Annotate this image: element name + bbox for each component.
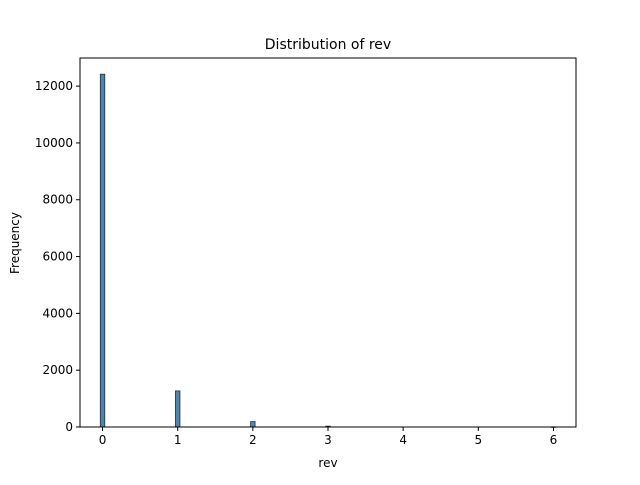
y-tick-label-12000: 12000 (35, 79, 73, 93)
histogram-bar-1 (175, 390, 181, 428)
y-tick-label-8000: 8000 (42, 193, 73, 207)
x-tick-label-1: 1 (174, 433, 182, 447)
x-tick-label-5: 5 (474, 433, 482, 447)
histogram-bar-0 (99, 73, 106, 428)
x-tick-label-4: 4 (399, 433, 407, 447)
x-tick-label-6: 6 (550, 433, 558, 447)
x-tick-label-0: 0 (99, 433, 107, 447)
x-axis-label: rev (318, 456, 337, 470)
y-tick-label-0: 0 (65, 420, 73, 434)
axes-frame (79, 57, 577, 428)
y-tick-label-2000: 2000 (42, 363, 73, 377)
x-tick-label-2: 2 (249, 433, 257, 447)
x-tick-label-3: 3 (324, 433, 332, 447)
y-tick-label-6000: 6000 (42, 250, 73, 264)
histogram-bar-2 (250, 421, 256, 428)
plot-area: 0 1 2 3 4 5 6 0 2000 4000 6000 8000 10000 12000 (35, 57, 577, 447)
y-tick-label-4000: 4000 (42, 306, 73, 320)
y-tick-label-10000: 10000 (35, 136, 73, 150)
y-axis-label: Frequency (8, 212, 22, 274)
chart-title: Distribution of rev (265, 37, 391, 53)
